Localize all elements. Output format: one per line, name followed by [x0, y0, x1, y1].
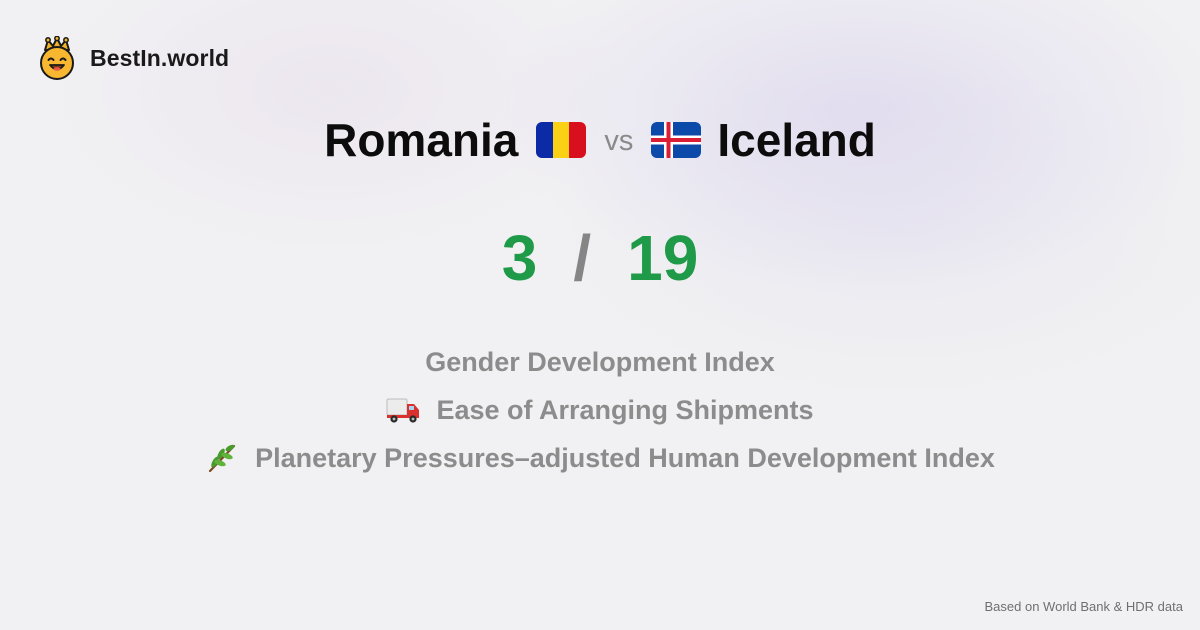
comparison-title: Romania vs Iceland — [0, 110, 1200, 170]
metric-label: Gender Development Index — [425, 346, 775, 377]
country-b-name: Iceland — [717, 114, 876, 166]
metric-item: Ease of Arranging Shipments — [0, 386, 1200, 434]
score-a: 3 — [501, 222, 538, 294]
crowned-smiley-icon — [40, 36, 74, 80]
brand[interactable]: BestIn.world — [38, 36, 229, 80]
score-separator: / — [573, 222, 592, 294]
delivery-truck-icon — [386, 398, 420, 423]
metric-item: Planetary Pressures–adjusted Human Devel… — [0, 434, 1200, 482]
metric-item: Gender Development Index — [0, 338, 1200, 386]
iceland-flag-icon — [651, 122, 702, 158]
country-a-name: Romania — [324, 114, 519, 166]
vs-label: vs — [604, 124, 634, 157]
romania-flag-icon — [536, 122, 587, 158]
metric-list: Gender Development Index Ease of Arrangi… — [0, 338, 1200, 482]
metric-label: Planetary Pressures–adjusted Human Devel… — [255, 442, 995, 473]
source-note: Based on World Bank & HDR data — [984, 599, 1183, 614]
metric-label: Ease of Arranging Shipments — [436, 394, 814, 425]
herb-branch-icon — [209, 444, 236, 473]
score-b: 19 — [627, 222, 699, 294]
brand-name: BestIn.world — [90, 44, 230, 71]
score: 3 / 19 — [0, 218, 1200, 298]
